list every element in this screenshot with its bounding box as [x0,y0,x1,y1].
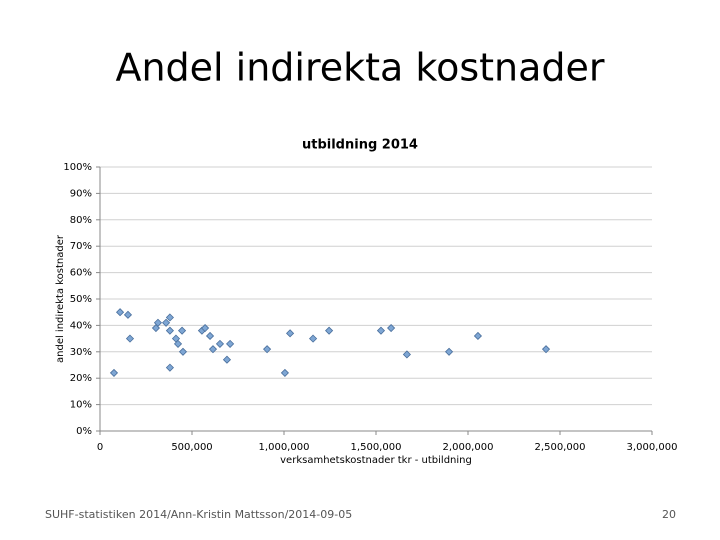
x-tick-label: 1,500,000 [351,442,402,453]
point [178,347,188,356]
point [541,345,551,354]
y-tick-label: 10% [70,400,92,411]
point [387,323,396,333]
x-tick-label: 500,000 [171,442,212,453]
point [222,355,232,364]
point [165,313,174,322]
y-tick-label: 100% [63,162,92,173]
point [444,347,454,356]
y-tick-label: 80% [70,215,92,226]
point [215,339,225,348]
point [115,308,125,317]
point [125,334,135,343]
point [200,323,210,333]
point [402,350,411,359]
point [263,345,272,354]
point [123,310,133,319]
y-tick-label: 40% [70,320,92,331]
x-tick-label: 1,000,000 [259,442,310,453]
point [173,339,183,348]
point [226,339,235,348]
y-tick-label: 30% [70,347,92,358]
slide-title: Andel indirekta kostnader [115,46,604,90]
point [177,326,187,335]
y-tick-label: 0% [76,426,92,437]
point [165,363,174,372]
y-tick-label: 90% [70,188,92,199]
x-axis-label: verksamhetskostnader tkr - utbildning [280,455,472,466]
x-tick-label: 0 [97,442,103,453]
x-tick-label: 2,500,000 [535,442,586,453]
x-tick-label: 2,000,000 [443,442,494,453]
point [286,329,295,338]
footer: SUHF-statistiken 2014/Ann-Kristin Mattss… [45,508,352,521]
y-tick-label: 60% [70,268,92,279]
y-tick-label: 70% [70,241,92,252]
y-tick-label: 20% [70,373,92,384]
point [153,318,163,327]
page-number: 20 [662,508,676,521]
y-axis-label: andel indirekta kostnader [55,234,66,363]
x-tick-label: 3,000,000 [627,442,678,453]
point [309,334,318,343]
point [325,326,334,335]
y-tick-label: 50% [70,294,92,305]
point [161,318,171,327]
chart-title: utbildning 2014 [302,138,418,153]
point [280,368,289,377]
point [473,331,483,341]
point [376,326,386,335]
point [165,326,174,335]
point [109,368,119,377]
point [205,331,215,341]
point [208,345,218,354]
